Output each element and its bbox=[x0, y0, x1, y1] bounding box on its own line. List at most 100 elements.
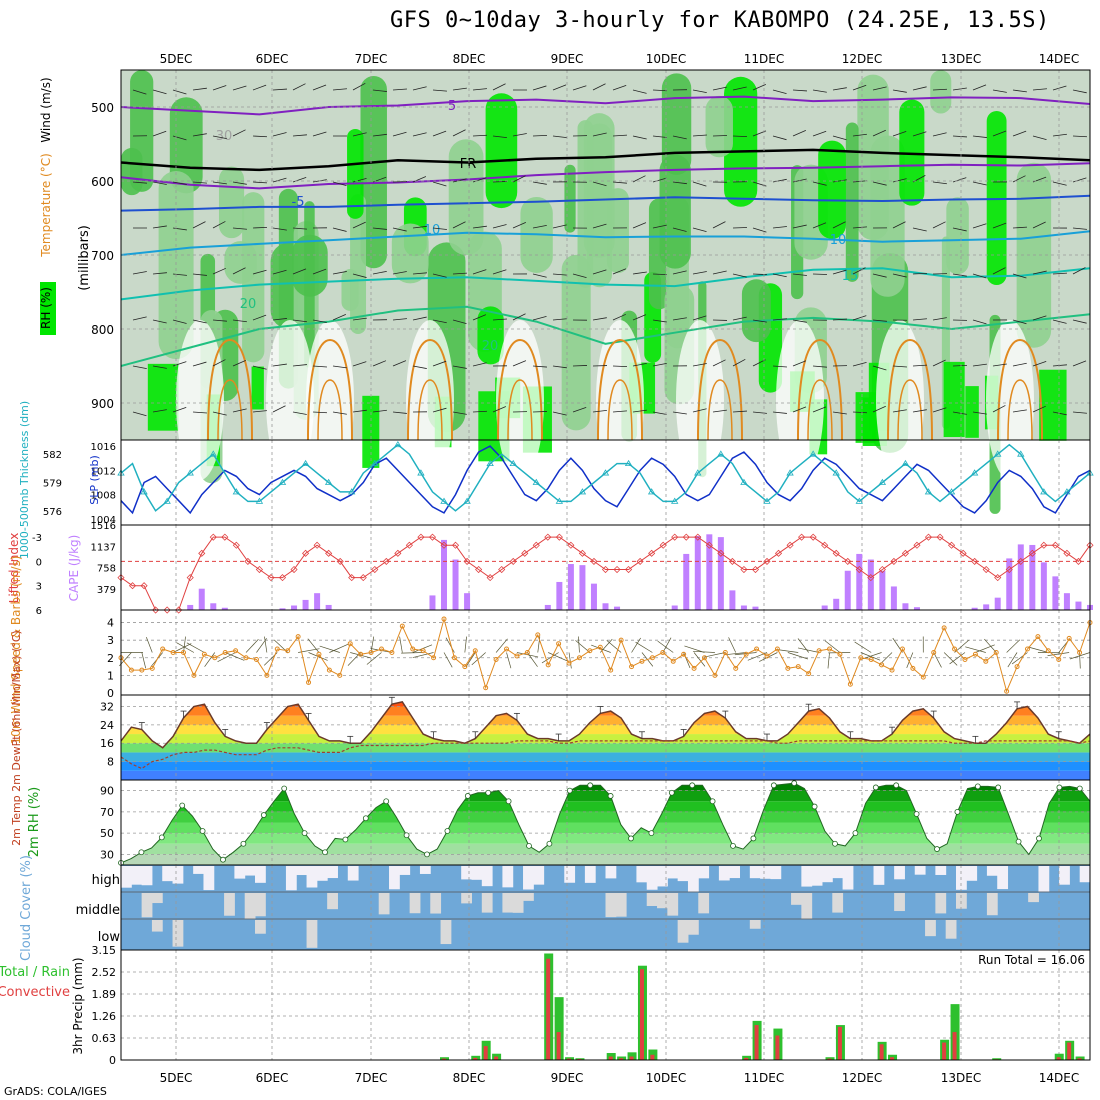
cloud-cell bbox=[296, 866, 308, 876]
wind-barb bbox=[192, 273, 207, 276]
y-tick-label: 2 bbox=[107, 652, 114, 665]
cloud-cell bbox=[677, 920, 689, 943]
wind-speed-point bbox=[691, 665, 697, 671]
series-point bbox=[647, 488, 656, 495]
wind-barb bbox=[132, 411, 147, 417]
cloud-cell bbox=[698, 866, 710, 879]
wind-speed-point bbox=[462, 664, 468, 670]
wind-barb bbox=[592, 223, 607, 229]
rh-point bbox=[240, 840, 247, 847]
wind-barb bbox=[572, 365, 588, 367]
y-tick-label: 0.63 bbox=[92, 1032, 117, 1045]
wind-speed-point bbox=[1045, 648, 1051, 654]
rh-band bbox=[121, 783, 1090, 791]
wind-barb bbox=[370, 636, 375, 653]
wind-barb bbox=[172, 135, 187, 141]
wind-speed-point bbox=[160, 646, 166, 652]
wind-barb bbox=[712, 86, 727, 91]
rh-point bbox=[444, 828, 451, 834]
cape-bar bbox=[902, 603, 909, 610]
wind-barb bbox=[872, 405, 886, 413]
cape-bar bbox=[567, 564, 574, 610]
wind-speed-point bbox=[806, 671, 812, 677]
wind-speed-point bbox=[847, 681, 853, 687]
wind-barb bbox=[732, 135, 748, 138]
isotherm-line bbox=[307, 338, 353, 441]
li-point bbox=[694, 533, 702, 541]
precip-convective-bar bbox=[473, 1057, 478, 1060]
temperature-label: Temperature (°C) bbox=[39, 153, 53, 258]
precip-total-bar bbox=[617, 1056, 627, 1060]
series-point bbox=[417, 469, 425, 476]
temp-band bbox=[121, 715, 1090, 725]
wind-barb bbox=[392, 131, 407, 137]
cloud-cell bbox=[512, 893, 524, 913]
rh-point bbox=[628, 835, 634, 842]
wind-barb bbox=[527, 652, 538, 667]
wind-barb bbox=[992, 130, 1007, 137]
y-tick-label: 24 bbox=[100, 719, 114, 732]
li-point bbox=[128, 582, 137, 590]
wind-barb bbox=[672, 181, 687, 185]
rh-point bbox=[546, 840, 553, 847]
date-label-bottom: 9DEC bbox=[551, 1071, 584, 1085]
precip-convective-bar bbox=[608, 1056, 613, 1060]
cape-bar bbox=[1029, 544, 1036, 610]
precip-total-bar bbox=[1054, 1053, 1064, 1060]
wind-barb bbox=[600, 638, 613, 653]
wind-barb bbox=[632, 175, 646, 183]
wind-speed-point bbox=[608, 667, 614, 673]
wind-barb bbox=[152, 181, 167, 185]
wind-barb bbox=[472, 314, 487, 321]
li-point bbox=[232, 541, 240, 549]
series-point bbox=[809, 450, 817, 457]
li-point bbox=[648, 549, 656, 557]
cloud-cell bbox=[523, 866, 534, 890]
cape-bar bbox=[1040, 562, 1047, 610]
wind-barb bbox=[1032, 135, 1047, 141]
wind-speed-point bbox=[1077, 650, 1083, 655]
series-point bbox=[578, 488, 587, 495]
wind-barb bbox=[272, 405, 286, 413]
rh-cell bbox=[350, 194, 367, 334]
li-point bbox=[140, 582, 148, 590]
rh-point bbox=[852, 830, 859, 837]
li-point bbox=[336, 557, 344, 565]
li-point bbox=[394, 549, 402, 557]
li-point bbox=[936, 533, 944, 541]
wind-barb bbox=[541, 652, 559, 664]
precip-convective-bar bbox=[650, 1054, 655, 1060]
wind-speed-point bbox=[149, 665, 155, 671]
cloud-cell bbox=[894, 866, 905, 880]
series-point bbox=[855, 497, 863, 504]
cloud-cell bbox=[141, 866, 153, 886]
wind-speed-point bbox=[597, 644, 603, 650]
wind-barb bbox=[264, 636, 268, 653]
wind-barb bbox=[852, 362, 867, 367]
wind-barb bbox=[972, 273, 987, 279]
wind-speed-point bbox=[670, 658, 676, 664]
date-label-bottom: 8DEC bbox=[453, 1071, 486, 1085]
rh-point bbox=[730, 842, 736, 849]
legend-total: Total / Rain bbox=[0, 965, 70, 980]
cape-bar bbox=[740, 605, 747, 610]
wind-barb bbox=[492, 83, 506, 91]
wind-speed-point bbox=[743, 651, 749, 657]
li-point bbox=[209, 533, 217, 541]
wind-barb bbox=[972, 223, 987, 229]
wind-barb bbox=[292, 83, 306, 91]
cloud-cell bbox=[172, 866, 184, 884]
wind-barb bbox=[292, 134, 307, 137]
wind-barb bbox=[252, 269, 267, 275]
series-point bbox=[1063, 488, 1071, 495]
precip-convective-bar bbox=[754, 1025, 759, 1060]
wind-barb bbox=[892, 131, 907, 137]
wind-barb bbox=[232, 181, 247, 185]
wind-barb bbox=[1027, 646, 1049, 653]
li-point bbox=[959, 549, 967, 557]
wind-barb bbox=[1047, 652, 1070, 657]
temp-band bbox=[121, 752, 1090, 762]
rh-point bbox=[791, 780, 798, 787]
wind-barb bbox=[172, 273, 187, 276]
